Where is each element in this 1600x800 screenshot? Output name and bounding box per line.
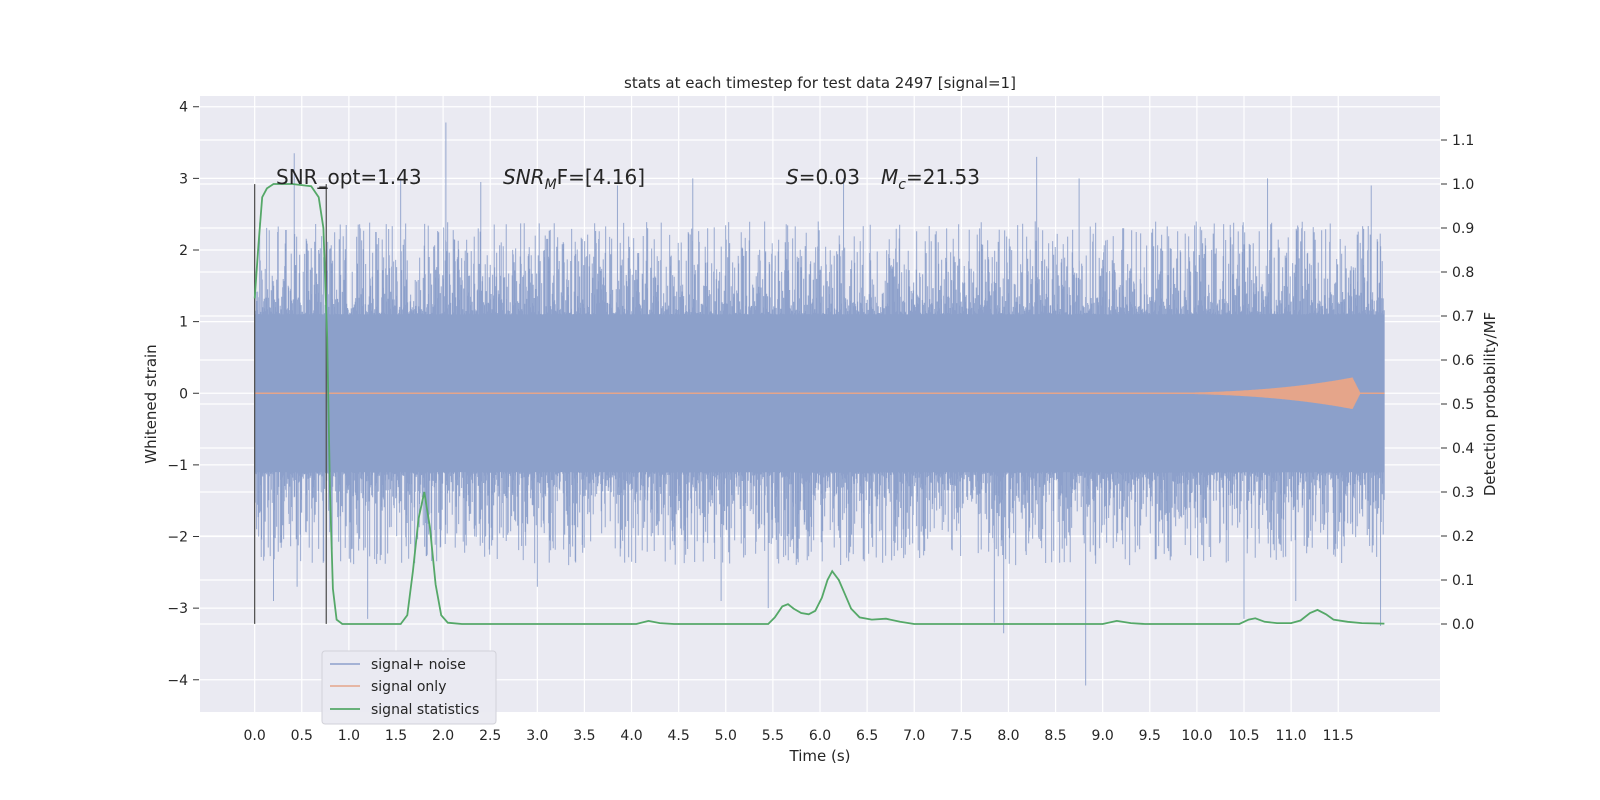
legend: signal+ noise signal only signal statist…: [321, 650, 497, 725]
y-right-tick-label: 0.2: [1452, 529, 1474, 545]
y-right-tick-label: 0.7: [1452, 309, 1474, 325]
y-left-axis-label: Whitened strain: [142, 344, 160, 463]
y-right-tick-label: 0.5: [1452, 397, 1474, 413]
x-axis-label: Time (s): [789, 747, 851, 765]
x-tick-label: 0.5: [291, 728, 313, 744]
x-tick-label: 10.5: [1228, 728, 1259, 744]
x-tick-label: 4.5: [668, 728, 690, 744]
y-right-tick-label: 0.6: [1452, 353, 1474, 369]
legend-label-signal-noise: signal+ noise: [371, 657, 466, 673]
y-right-tick-label: 0.1: [1452, 573, 1474, 589]
annotation-mc-symbol: M: [881, 165, 898, 189]
annotation-snr-mf-value: F=[4.16]: [557, 165, 645, 189]
annotation-snr-mf-symbol: SNR: [503, 165, 545, 189]
x-tick-label: 1.5: [385, 728, 407, 744]
x-tick-label: 8.0: [997, 728, 1019, 744]
legend-label-signal-only: signal only: [371, 679, 446, 695]
x-tick-label: 7.5: [950, 728, 972, 744]
legend-box: [321, 650, 497, 725]
legend-label-signal-statistics: signal statistics: [371, 702, 479, 718]
x-tick-label: 7.0: [903, 728, 925, 744]
signal-only-chirp: [1120, 377, 1361, 409]
x-tick-label: 8.5: [1044, 728, 1066, 744]
x-tick-label: 1.0: [338, 728, 360, 744]
annotation-s-symbol: S: [786, 165, 799, 189]
x-tick-label: 3.5: [573, 728, 595, 744]
annotation-s: S=0.03: [786, 165, 860, 189]
y-left-tick-label: −1: [167, 458, 188, 474]
y-right-tick-label: 0.3: [1452, 485, 1474, 501]
y-left-tick-label: 0: [179, 386, 188, 402]
y-left-tick-label: 4: [179, 100, 188, 116]
y-left-tick-label: 2: [179, 243, 188, 259]
x-tick-label: 9.5: [1139, 728, 1161, 744]
annotation-mc: Mc=21.53: [881, 165, 980, 193]
vertical-markers: [254, 184, 327, 624]
y-right-tick-label: 1.1: [1452, 133, 1474, 149]
y-left-tick-label: 3: [179, 171, 188, 187]
x-tick-label: 6.5: [856, 728, 878, 744]
y-left-tick-label: 1: [179, 315, 188, 331]
x-tick-label: 2.0: [432, 728, 454, 744]
y-right-tick-label: 0.4: [1452, 441, 1474, 457]
signal-statistics-line: [253, 183, 1385, 625]
x-tick-label: 6.0: [809, 728, 831, 744]
y-left-tick-label: −3: [167, 601, 188, 617]
x-tick-label: 11.0: [1276, 728, 1307, 744]
x-axis-ticks: 0.0 0.5 1.0 1.5 2.0 2.5 3.0 3.5 4.0 4.5 5.0 5.5 6.0 6…: [244, 728, 1354, 744]
x-tick-label: 5.0: [715, 728, 737, 744]
annotation-snr-opt: SNR_opt=1.43: [276, 165, 422, 189]
y-right-axis-ticks: 0.0 0.1 0.2 0.3 0.4 0.5 0.6 0.7 0.8 0.9 1.0 1.1: [1441, 133, 1474, 633]
x-tick-label: 11.5: [1323, 728, 1354, 744]
annotation-s-value: =0.03: [799, 165, 860, 189]
annotation-snr-mf-subscript: M: [545, 177, 557, 193]
x-tick-label: 5.5: [762, 728, 784, 744]
y-right-tick-label: 1.0: [1452, 177, 1474, 193]
y-left-tick-label: −2: [167, 530, 188, 546]
x-tick-label: 4.0: [620, 728, 642, 744]
y-right-tick-label: 0.9: [1452, 221, 1474, 237]
y-right-axis-label: Detection probability/MF: [1481, 312, 1499, 496]
annotation-mc-value: =21.53: [906, 165, 980, 189]
x-tick-label: 9.0: [1092, 728, 1114, 744]
y-left-axis-ticks: −4 −3 −2 −1 0 1 2 3 4: [167, 100, 199, 689]
x-tick-label: 10.0: [1181, 728, 1212, 744]
y-right-tick-label: 0.0: [1452, 617, 1474, 633]
y-left-tick-label: −4: [167, 673, 188, 689]
x-tick-label: 2.5: [479, 728, 501, 744]
series-signal-only: [254, 377, 1385, 409]
chart-title: stats at each timestep for test data 249…: [624, 74, 1016, 92]
x-tick-label: 0.0: [244, 728, 266, 744]
x-tick-label: 3.0: [526, 728, 548, 744]
annotation-mc-subscript: c: [898, 177, 906, 193]
annotation-snr-mf: SNRMF=[4.16]: [503, 165, 645, 193]
y-right-tick-label: 0.8: [1452, 265, 1474, 281]
series-signal-statistics: [253, 183, 1385, 625]
